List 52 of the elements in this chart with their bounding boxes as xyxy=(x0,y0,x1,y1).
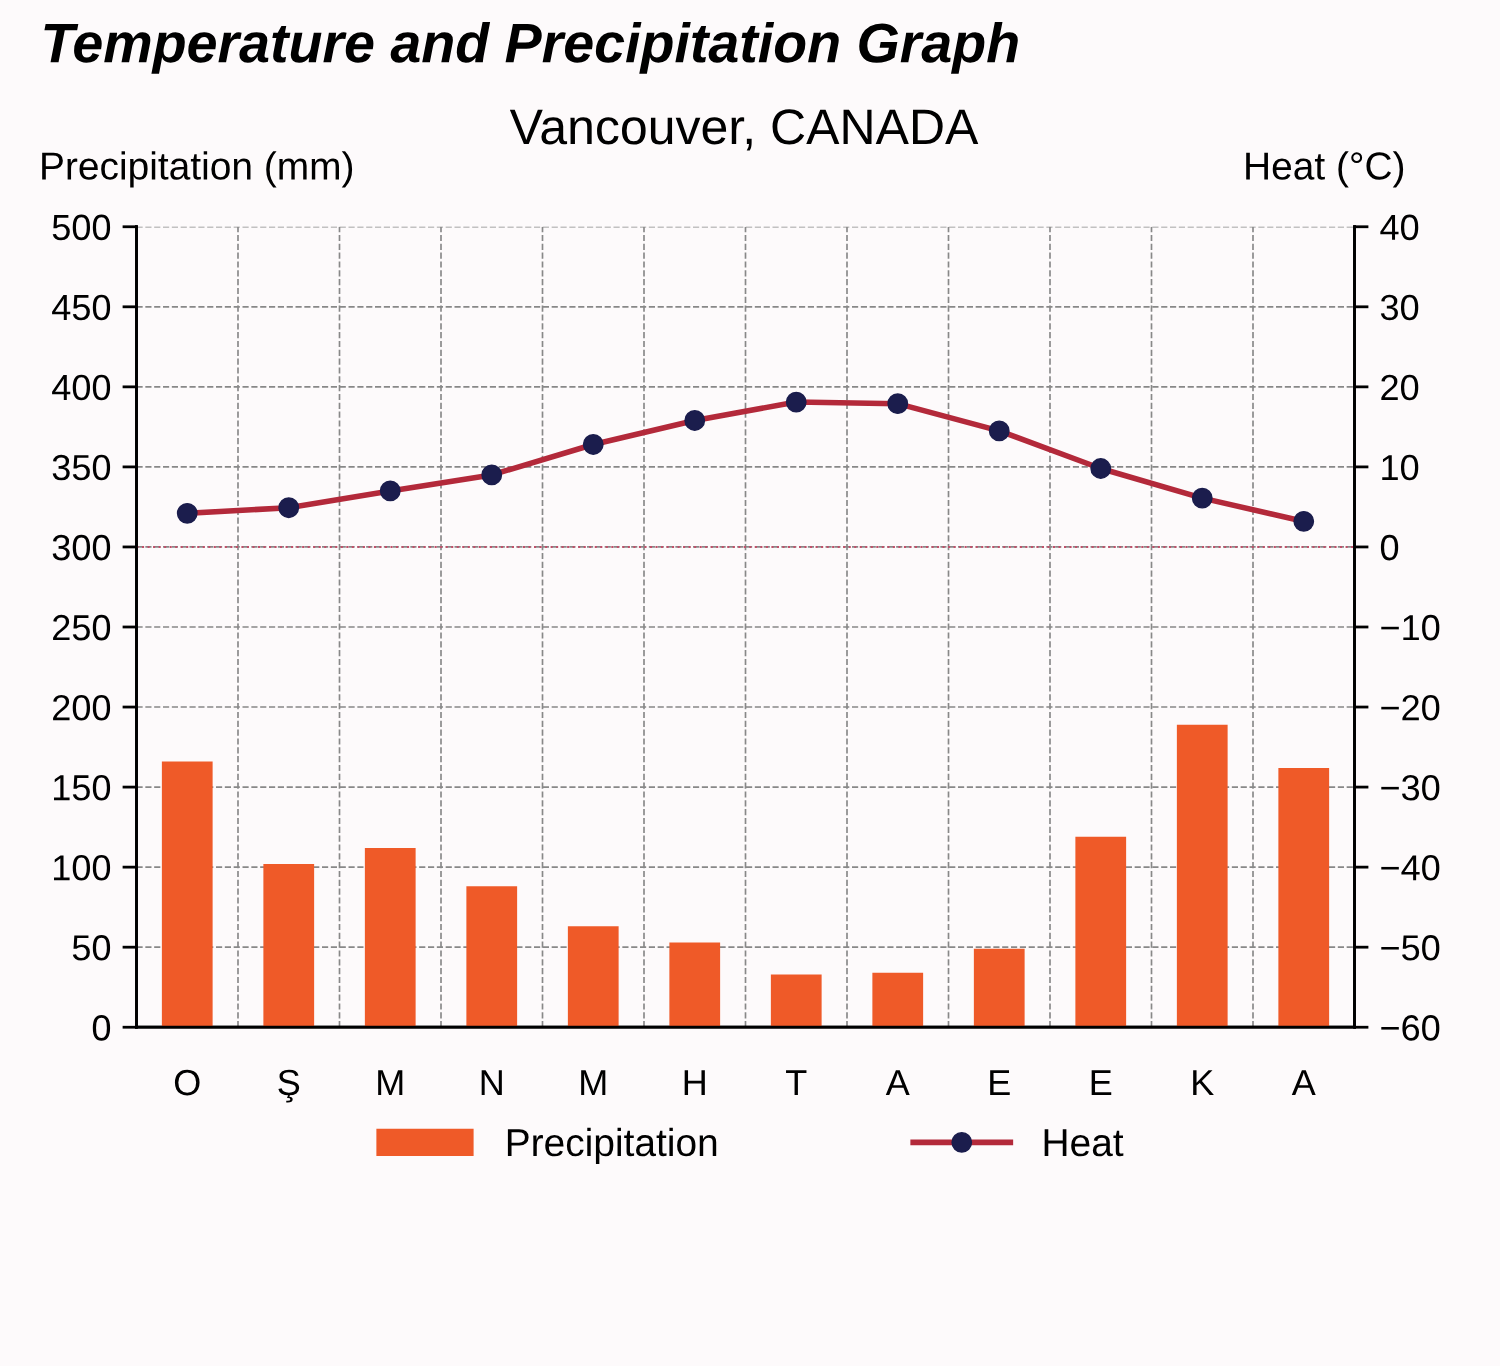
y2-tick-label: −50 xyxy=(1381,935,1440,961)
legend-label: Heat xyxy=(1044,1129,1124,1157)
y-axis-title: Precipitation (mm) xyxy=(42,151,353,188)
y2-tick-label: −40 xyxy=(1381,855,1440,881)
bar xyxy=(263,863,315,1028)
y2-tick-label: 20 xyxy=(1381,374,1419,401)
y-tick-label: 100 xyxy=(54,855,111,881)
y2-tick-label: −30 xyxy=(1381,774,1440,801)
y-tick-label: 250 xyxy=(53,614,111,641)
x-tick-label: M xyxy=(378,1070,403,1096)
x-tick-label: A xyxy=(1291,1070,1316,1096)
y2-tick-label: 10 xyxy=(1382,454,1419,481)
bar xyxy=(770,974,822,1028)
y-tick-label: 0 xyxy=(92,1015,111,1041)
bar xyxy=(1176,724,1228,1028)
x-tick-label: A xyxy=(885,1070,910,1096)
x-tick-label: M xyxy=(581,1070,606,1096)
y2-tick-label: 40 xyxy=(1380,214,1419,241)
y-tick-label: 300 xyxy=(52,534,111,561)
x-tick-label: K xyxy=(1193,1070,1214,1096)
bar xyxy=(669,942,721,1028)
y2-tick-label: −60 xyxy=(1381,1015,1440,1041)
y-tick-label: 400 xyxy=(52,374,111,401)
y-tick-label: 500 xyxy=(52,214,111,241)
legend-label: Precipitation xyxy=(507,1127,717,1165)
x-tick-label: O xyxy=(174,1069,200,1096)
y2-tick-label: −10 xyxy=(1381,614,1440,641)
bar xyxy=(973,948,1025,1028)
bar xyxy=(567,926,619,1028)
x-tick-label: E xyxy=(990,1070,1010,1096)
y-tick-label: 350 xyxy=(52,454,111,481)
y-tick-label: 50 xyxy=(72,935,111,961)
y-tick-label: 450 xyxy=(52,294,111,321)
y-tick-label: 150 xyxy=(54,774,111,801)
bar xyxy=(161,761,213,1028)
chart-title: Temperature and Precipitation Graph xyxy=(44,21,1018,74)
x-tick-label: E xyxy=(1091,1070,1112,1096)
y2-axis-title: Heat (°C) xyxy=(1246,151,1404,188)
y-tick-label: 200 xyxy=(53,694,111,721)
x-tick-label: T xyxy=(786,1070,807,1096)
bar xyxy=(364,847,416,1028)
y2-tick-label: −20 xyxy=(1381,694,1440,721)
x-tick-label: Ş xyxy=(278,1069,300,1103)
bar xyxy=(1278,767,1330,1028)
y2-tick-label: 30 xyxy=(1380,294,1419,321)
x-tick-label: H xyxy=(684,1070,705,1096)
chart-subtitle: Vancouver, CANADA xyxy=(509,109,979,151)
bar xyxy=(872,972,924,1028)
bar xyxy=(466,886,518,1028)
y2-tick-label: 0 xyxy=(1380,534,1399,561)
bar xyxy=(1075,836,1127,1028)
x-tick-label: N xyxy=(481,1070,502,1096)
